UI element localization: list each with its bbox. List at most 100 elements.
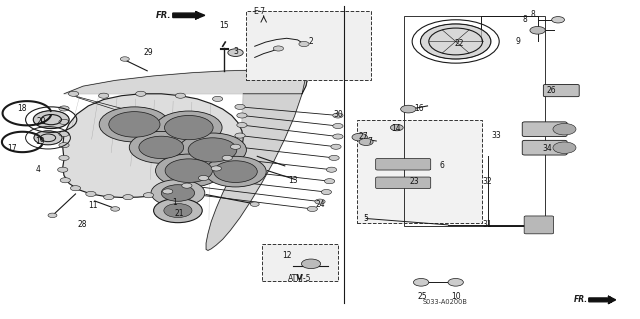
Text: 11: 11 bbox=[88, 201, 97, 210]
Circle shape bbox=[188, 138, 237, 162]
Circle shape bbox=[59, 131, 69, 137]
Text: 30: 30 bbox=[333, 110, 343, 119]
Circle shape bbox=[315, 199, 325, 204]
Circle shape bbox=[129, 131, 193, 163]
Circle shape bbox=[250, 202, 259, 206]
Circle shape bbox=[214, 161, 257, 182]
Circle shape bbox=[68, 91, 79, 96]
Bar bbox=[262, 244, 338, 281]
Text: 31: 31 bbox=[483, 220, 493, 229]
Polygon shape bbox=[173, 11, 205, 19]
Circle shape bbox=[273, 46, 284, 51]
Bar bbox=[404, 16, 545, 226]
FancyBboxPatch shape bbox=[376, 159, 431, 170]
Text: 24: 24 bbox=[315, 200, 325, 209]
Circle shape bbox=[33, 111, 69, 129]
Text: FR.: FR. bbox=[573, 295, 588, 304]
Text: 27: 27 bbox=[358, 132, 369, 141]
Circle shape bbox=[237, 113, 247, 118]
Text: 17: 17 bbox=[6, 144, 17, 153]
Circle shape bbox=[34, 131, 62, 145]
Text: ATM-5: ATM-5 bbox=[288, 274, 311, 283]
Circle shape bbox=[211, 166, 221, 171]
Circle shape bbox=[321, 189, 332, 195]
Circle shape bbox=[139, 136, 184, 159]
Circle shape bbox=[59, 119, 69, 124]
Circle shape bbox=[205, 156, 266, 187]
Circle shape bbox=[99, 107, 170, 142]
Circle shape bbox=[228, 49, 243, 56]
Circle shape bbox=[60, 178, 70, 183]
Text: 8: 8 bbox=[522, 15, 527, 24]
Circle shape bbox=[401, 105, 416, 113]
Circle shape bbox=[48, 213, 57, 218]
Text: 8: 8 bbox=[530, 10, 535, 19]
Circle shape bbox=[70, 186, 81, 191]
Circle shape bbox=[151, 180, 205, 206]
Circle shape bbox=[182, 183, 192, 188]
Polygon shape bbox=[63, 94, 243, 197]
Text: 25: 25 bbox=[417, 292, 428, 300]
Circle shape bbox=[333, 123, 343, 129]
FancyBboxPatch shape bbox=[376, 177, 431, 189]
Text: 29: 29 bbox=[143, 48, 154, 57]
Circle shape bbox=[552, 17, 564, 23]
Circle shape bbox=[331, 144, 341, 149]
Text: 15: 15 bbox=[219, 21, 229, 30]
Polygon shape bbox=[589, 296, 616, 304]
Text: 21: 21 bbox=[175, 209, 184, 218]
Circle shape bbox=[86, 191, 96, 197]
Circle shape bbox=[123, 195, 133, 200]
Circle shape bbox=[179, 133, 246, 167]
Text: 34: 34 bbox=[542, 144, 552, 153]
Circle shape bbox=[235, 104, 245, 109]
Text: 20: 20 bbox=[36, 117, 47, 126]
Circle shape bbox=[237, 122, 247, 128]
Text: FR.: FR. bbox=[156, 11, 172, 20]
Circle shape bbox=[175, 93, 186, 98]
Text: E·7: E·7 bbox=[253, 7, 265, 16]
Circle shape bbox=[359, 138, 373, 145]
Circle shape bbox=[164, 204, 192, 218]
Text: 23: 23 bbox=[410, 177, 420, 186]
Circle shape bbox=[143, 193, 154, 198]
Bar bbox=[246, 11, 371, 80]
Circle shape bbox=[212, 96, 223, 101]
Circle shape bbox=[156, 111, 222, 144]
Text: 16: 16 bbox=[414, 104, 424, 113]
FancyBboxPatch shape bbox=[522, 122, 567, 137]
Circle shape bbox=[329, 155, 339, 160]
Bar bbox=[357, 120, 482, 223]
Circle shape bbox=[58, 167, 68, 172]
Text: 14: 14 bbox=[390, 124, 401, 133]
Text: 10: 10 bbox=[451, 292, 461, 301]
Text: 7: 7 bbox=[367, 137, 372, 146]
Circle shape bbox=[59, 155, 69, 160]
Circle shape bbox=[59, 106, 69, 111]
Circle shape bbox=[156, 154, 222, 187]
Circle shape bbox=[420, 24, 491, 59]
Circle shape bbox=[198, 175, 209, 181]
Circle shape bbox=[120, 57, 129, 61]
Polygon shape bbox=[206, 76, 307, 250]
Circle shape bbox=[413, 278, 429, 286]
Text: S033-A0200B: S033-A0200B bbox=[422, 300, 467, 305]
Circle shape bbox=[59, 143, 69, 148]
Text: 6: 6 bbox=[439, 161, 444, 170]
Text: 26: 26 bbox=[547, 86, 557, 95]
Circle shape bbox=[326, 167, 337, 172]
Circle shape bbox=[390, 124, 403, 131]
Circle shape bbox=[109, 112, 160, 137]
FancyBboxPatch shape bbox=[522, 140, 567, 155]
Text: 12: 12 bbox=[282, 251, 291, 260]
Circle shape bbox=[530, 26, 545, 34]
FancyBboxPatch shape bbox=[543, 85, 579, 97]
Circle shape bbox=[301, 259, 321, 269]
Circle shape bbox=[111, 207, 120, 211]
Circle shape bbox=[164, 115, 213, 140]
Text: 33: 33 bbox=[491, 131, 501, 140]
Circle shape bbox=[154, 198, 202, 223]
Circle shape bbox=[324, 179, 335, 184]
Text: 19: 19 bbox=[35, 137, 45, 146]
Circle shape bbox=[163, 189, 173, 194]
